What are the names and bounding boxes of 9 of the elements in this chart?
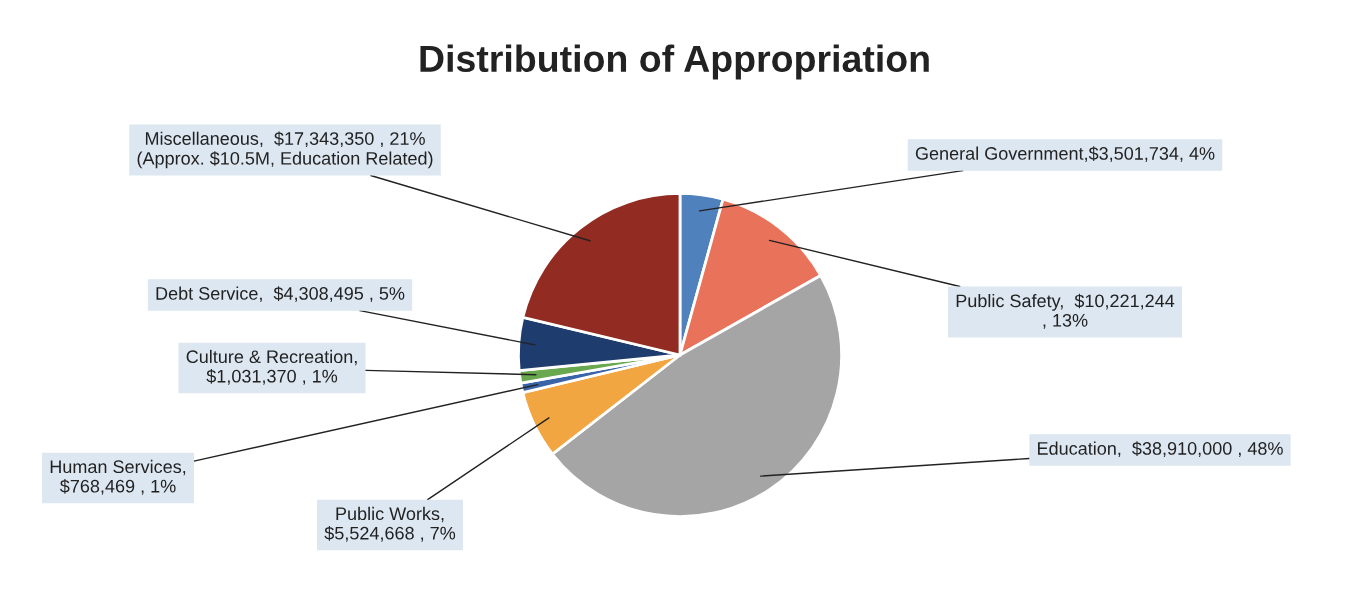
slice-label: Public Works, $5,524,668 , 7% [324, 506, 456, 542]
slice-label: General Government,$3,501,734, 4% [915, 146, 1215, 162]
slice-label: Debt Service, $4,308,495 , 5% [156, 286, 405, 302]
slice-label: Miscellaneous, $17,343,350 , 21% (Approx. $10.5M, Education Related) [137, 131, 433, 169]
slice-label: Culture & Recreation, $1,031,370 , 1% [186, 349, 357, 385]
slice-label: Public Safety, $10,221,244 , 13% [956, 293, 1175, 329]
chart-title: Distribution of Appropriation [420, 44, 929, 80]
slice-label: Education, $38,910,000 , 48% [1038, 441, 1283, 457]
slice-label: Human Services, $768,469 , 1% [50, 459, 186, 495]
